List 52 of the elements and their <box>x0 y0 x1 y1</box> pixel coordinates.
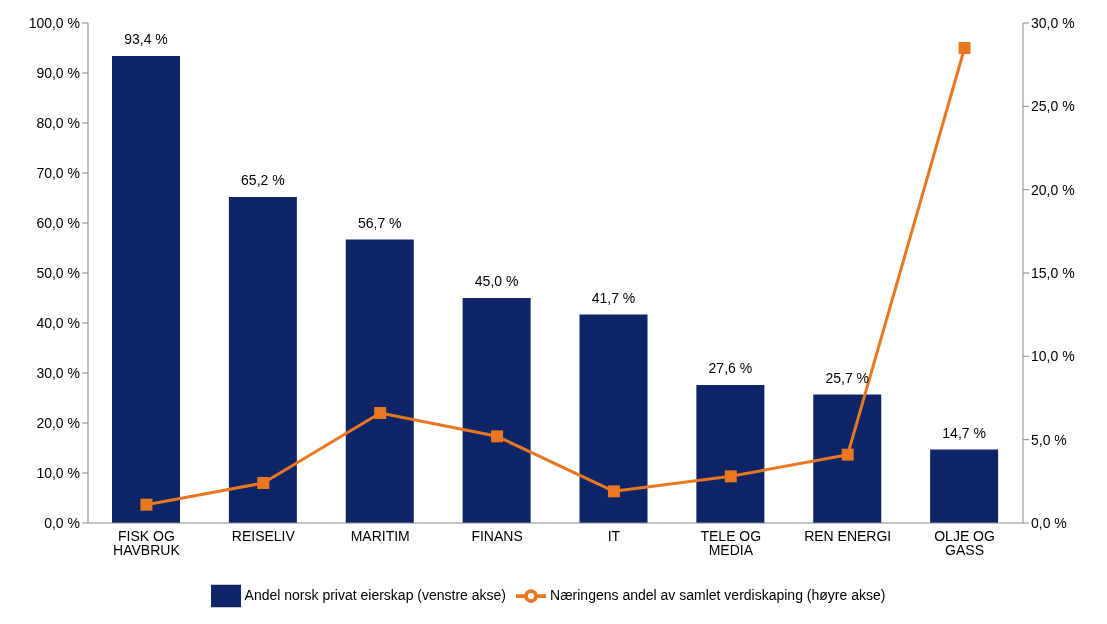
bar <box>813 394 882 523</box>
bar <box>462 298 531 523</box>
point <box>607 485 620 498</box>
y2-tick-label: 10,0 % <box>1031 348 1075 365</box>
point <box>491 430 504 443</box>
y-tick-label: 10,0 % <box>36 464 80 481</box>
bar <box>228 197 297 523</box>
y-tick-label: 80,0 % <box>36 114 80 131</box>
y-tick-label: 20,0 % <box>36 414 80 431</box>
y2-tick-label: 15,0 % <box>1031 264 1075 281</box>
y-tick-label: 100,0 % <box>28 14 80 31</box>
x-tick-label: REISELIV <box>231 527 296 544</box>
x-tick-label: OLJE OG GASS <box>934 527 995 558</box>
x-tick-label: MARITIM <box>350 527 410 544</box>
y-tick-label: 40,0 % <box>36 314 80 331</box>
y-tick-label: 30,0 % <box>36 364 80 381</box>
data-label: 41,7 % <box>591 289 636 306</box>
y-tick-label: 50,0 % <box>36 264 80 281</box>
y-tick-label: 0,0 % <box>44 514 80 531</box>
y2-tick-label: 0,0 % <box>1031 514 1067 531</box>
x-tick-label: IT <box>607 527 621 544</box>
bar <box>345 239 414 523</box>
bar <box>579 314 648 523</box>
data-label: 93,4 % <box>124 31 168 47</box>
y-tick-label: 70,0 % <box>36 164 80 181</box>
y2-tick-label: 25,0 % <box>1031 98 1075 115</box>
point <box>140 498 153 511</box>
data-label: 65,2 % <box>241 172 285 188</box>
data-label: 14,7 % <box>942 424 986 441</box>
y-tick-label: 60,0 % <box>36 214 80 231</box>
data-label: 25,7 % <box>825 369 870 386</box>
y2-tick-label: 20,0 % <box>1031 181 1075 198</box>
legend-label: Næringens andel av samlet verdiskaping (høyre akse) <box>550 586 886 603</box>
bar <box>112 56 180 523</box>
y2-tick-label: 30,0 % <box>1031 14 1075 31</box>
data-label: 45,0 % <box>474 273 519 289</box>
point <box>841 448 854 461</box>
data-label: 56,7 % <box>357 214 402 231</box>
y-tick-label: 90,0 % <box>36 64 80 81</box>
x-tick-label: REN ENERGI <box>804 527 892 544</box>
x-tick-label: FINANS <box>471 527 523 544</box>
x-tick-label: FISK OG HAVBRUK <box>113 527 181 558</box>
point <box>724 470 737 483</box>
bar <box>930 449 999 523</box>
point <box>958 42 971 54</box>
point <box>257 477 270 489</box>
x-tick-label: TELE OG MEDIA <box>700 527 762 558</box>
y2-tick-label: 5,0 % <box>1031 431 1067 448</box>
point <box>374 407 387 419</box>
bar <box>696 385 765 523</box>
legend-label: Andel norsk privat eierskap (venstre akse) <box>244 586 507 603</box>
data-label: 27,6 % <box>708 360 753 376</box>
